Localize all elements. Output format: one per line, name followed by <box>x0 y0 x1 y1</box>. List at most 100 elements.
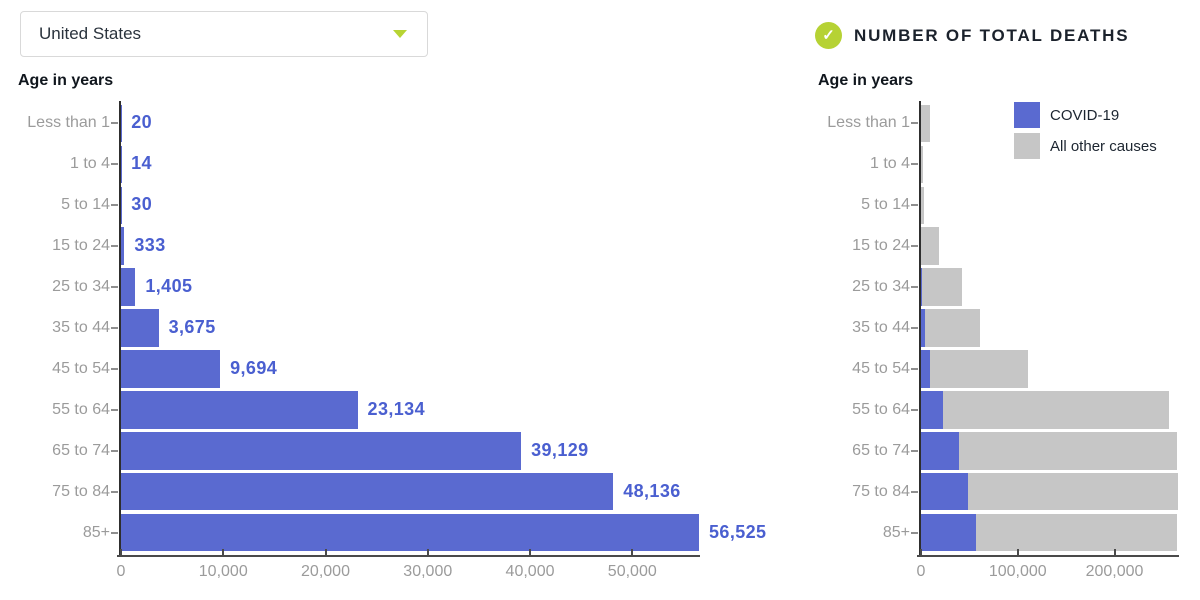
y-axis-tick <box>111 245 118 248</box>
y-axis-tick <box>911 204 918 207</box>
y-axis-tick <box>111 367 118 370</box>
bar-segment-covid-19[interactable] <box>121 227 125 265</box>
y-axis-label: 55 to 64 <box>852 400 910 418</box>
x-axis-tick <box>222 549 225 557</box>
y-axis-label: 85+ <box>82 523 110 541</box>
bar-segment-covid-19[interactable] <box>921 391 944 429</box>
x-axis-tick <box>1016 549 1019 557</box>
legend-swatch-covid <box>1014 102 1040 128</box>
bar-value-label: 14 <box>131 153 152 174</box>
country-dropdown[interactable]: United States <box>20 11 428 57</box>
y-axis-label: 85+ <box>882 523 910 541</box>
x-axis-tick <box>631 549 634 557</box>
y-axis-tick <box>111 531 118 534</box>
y-axis-tick <box>111 163 118 166</box>
y-axis-label: 25 to 34 <box>52 278 110 296</box>
right-chart-title: NUMBER OF TOTAL DEATHS <box>854 26 1130 45</box>
legend-item-covid: COVID-19 <box>1014 102 1119 128</box>
bar-segment-covid-19[interactable] <box>121 268 136 306</box>
x-axis-tick <box>920 549 922 557</box>
bar-segment-all-other-causes[interactable] <box>921 104 930 143</box>
bar-segment-covid-19[interactable] <box>921 268 923 306</box>
y-axis-label: 45 to 54 <box>852 359 910 377</box>
bar-value-label: 20 <box>131 112 153 133</box>
x-axis-tick-label: 100,000 <box>988 563 1047 580</box>
y-axis-tick <box>111 204 118 207</box>
y-axis-tick <box>911 163 918 166</box>
y-axis-label: 75 to 84 <box>52 482 110 500</box>
legend-label-other-causes: All other causes <box>1050 137 1157 155</box>
bar-value-label: 23,134 <box>367 398 426 419</box>
legend-swatch-other-causes <box>1014 133 1040 159</box>
bar-segment-covid-19[interactable] <box>121 350 221 388</box>
bar-segment-covid-19[interactable] <box>121 472 614 511</box>
bar-segment-all-other-causes[interactable] <box>943 391 1170 429</box>
y-axis-label: 35 to 44 <box>52 319 110 337</box>
bar-segment-all-other-causes[interactable] <box>921 186 924 225</box>
y-axis-label: 25 to 34 <box>852 278 910 296</box>
y-axis-tick <box>911 245 918 248</box>
bar-value-label: 3,675 <box>168 317 216 338</box>
bar-value-label: 30 <box>131 194 153 215</box>
y-axis-tick <box>111 327 118 330</box>
x-axis-tick-label: 20,000 <box>301 563 350 580</box>
chevron-down-icon <box>393 30 407 38</box>
y-axis-tick <box>911 449 918 452</box>
y-axis-label: Less than 1 <box>27 114 110 132</box>
x-axis-line <box>917 555 1179 557</box>
x-axis-tick-label: 200,000 <box>1085 563 1144 580</box>
x-axis-line <box>117 555 700 557</box>
bar-segment-covid-19[interactable] <box>921 432 959 470</box>
y-axis-label: 5 to 14 <box>61 196 110 214</box>
y-axis-label: 1 to 4 <box>69 155 110 173</box>
bar-segment-all-other-causes[interactable] <box>922 268 962 306</box>
bar-segment-all-other-causes[interactable] <box>921 145 923 184</box>
y-axis-label: 5 to 14 <box>861 196 910 214</box>
y-axis-tick <box>911 122 918 125</box>
y-axis-tick <box>111 490 118 493</box>
bar-segment-covid-19[interactable] <box>921 309 925 347</box>
bar-segment-covid-19[interactable] <box>121 432 522 470</box>
x-axis-tick-label: 50,000 <box>607 563 657 580</box>
x-axis-tick-label: 0 <box>116 563 126 580</box>
bar-segment-covid-19[interactable] <box>921 472 968 511</box>
y-axis-tick <box>911 531 918 534</box>
bar-segment-all-other-causes[interactable] <box>958 432 1178 470</box>
bar-segment-covid-19[interactable] <box>121 309 159 347</box>
y-axis-label: 15 to 24 <box>52 237 110 255</box>
y-axis-tick <box>111 408 118 411</box>
bar-value-label: 333 <box>134 235 166 256</box>
legend-label-covid: COVID-19 <box>1050 106 1120 124</box>
country-dropdown-value: United States <box>39 24 142 43</box>
bar-segment-all-other-causes[interactable] <box>975 513 1178 552</box>
x-axis-tick <box>120 549 122 557</box>
bar-value-label: 48,136 <box>623 480 681 501</box>
bar-segment-all-other-causes[interactable] <box>930 350 1029 388</box>
bar-segment-all-other-causes[interactable] <box>967 472 1179 511</box>
y-axis-label: 65 to 74 <box>52 441 110 459</box>
bar-value-label: 9,694 <box>230 357 278 378</box>
x-axis-tick <box>1113 549 1116 557</box>
bar-value-label: 39,129 <box>531 439 589 460</box>
bar-value-label: 56,525 <box>709 521 767 542</box>
x-axis-tick <box>324 549 327 557</box>
y-axis-tick <box>111 286 118 289</box>
bar-value-label: 1,405 <box>145 276 193 297</box>
bar-segment-covid-19[interactable] <box>121 513 699 552</box>
bar-segment-covid-19[interactable] <box>921 513 976 552</box>
x-axis-tick-label: 0 <box>916 563 926 580</box>
bar-segment-covid-19[interactable] <box>121 391 358 429</box>
x-axis-tick <box>426 549 429 557</box>
bar-segment-all-other-causes[interactable] <box>924 309 980 347</box>
y-axis-tick <box>911 367 918 370</box>
y-axis-label: Less than 1 <box>827 114 910 132</box>
bar-segment-all-other-causes[interactable] <box>921 227 940 265</box>
bar-segment-covid-19[interactable] <box>921 350 931 388</box>
y-axis-tick <box>911 286 918 289</box>
y-axis-tick <box>111 449 118 452</box>
y-axis-label: 45 to 54 <box>52 359 110 377</box>
x-axis-tick-label: 30,000 <box>403 563 453 580</box>
y-axis-tick <box>111 122 118 125</box>
y-axis-label: 65 to 74 <box>852 441 910 459</box>
